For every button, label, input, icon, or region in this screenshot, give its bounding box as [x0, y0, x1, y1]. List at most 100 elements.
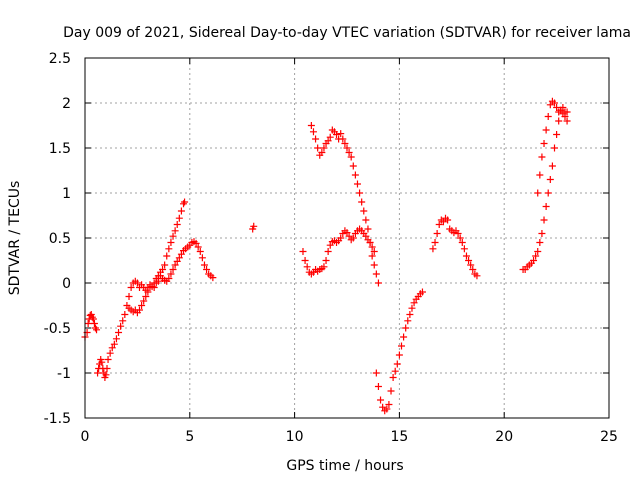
- data-point: [360, 207, 368, 215]
- data-point: [400, 333, 408, 341]
- data-point: [318, 149, 326, 156]
- data-point: [177, 207, 185, 215]
- data-point: [540, 216, 548, 224]
- data-point: [385, 401, 393, 408]
- data-point: [140, 297, 148, 305]
- data-point: [563, 108, 571, 116]
- grid-lines: [85, 58, 609, 418]
- data-point: [115, 329, 123, 336]
- data-point: [387, 387, 395, 395]
- data-point: [173, 221, 181, 228]
- data-point: [538, 153, 546, 161]
- data-point: [546, 176, 554, 183]
- data-point: [314, 144, 322, 152]
- data-point: [534, 248, 542, 255]
- data-point: [395, 351, 403, 359]
- data-points: [81, 97, 571, 415]
- data-point: [397, 342, 405, 350]
- y-tick-label: 0: [62, 276, 71, 292]
- data-point: [408, 304, 416, 312]
- data-point: [433, 230, 441, 237]
- data-point: [362, 216, 370, 224]
- data-point: [165, 245, 173, 253]
- data-point: [91, 324, 99, 332]
- data-point: [203, 266, 211, 273]
- data-point: [119, 317, 127, 325]
- y-tick-label: 0.5: [49, 231, 71, 247]
- x-tick-label: 15: [390, 429, 408, 445]
- data-point: [301, 257, 309, 264]
- data-point: [181, 198, 189, 206]
- data-point: [169, 232, 177, 240]
- data-point: [104, 356, 112, 363]
- data-point: [530, 257, 538, 264]
- data-point: [175, 254, 183, 262]
- data-point: [93, 326, 101, 334]
- data-point: [108, 344, 116, 352]
- data-point: [320, 144, 328, 152]
- data-point: [406, 311, 414, 318]
- data-point: [121, 311, 129, 318]
- y-tick-label: -0.5: [44, 321, 71, 337]
- data-point: [393, 360, 401, 368]
- data-point: [469, 266, 477, 273]
- x-tick-label: 20: [495, 429, 513, 445]
- data-point: [553, 131, 561, 138]
- y-tick-label: 2: [62, 96, 71, 112]
- data-point: [439, 218, 447, 226]
- data-point: [171, 227, 179, 235]
- data-point: [366, 239, 374, 246]
- y-tick-label: -1.5: [44, 411, 71, 427]
- x-tick-label: 5: [185, 429, 194, 445]
- data-point: [542, 126, 550, 134]
- data-point: [333, 131, 341, 138]
- data-point: [337, 130, 345, 138]
- data-point: [133, 279, 141, 287]
- data-point: [364, 225, 372, 233]
- data-point: [150, 279, 158, 287]
- data-point: [551, 144, 559, 152]
- data-point: [404, 317, 412, 325]
- data-point: [110, 340, 118, 348]
- data-point: [159, 266, 167, 273]
- axis-ticks: 0 5 10 15 20 25 2.5 2 1.5 1 0.5 0 -0.5 -1 -1.5: [44, 51, 618, 445]
- data-point: [410, 299, 418, 307]
- data-point: [341, 140, 349, 147]
- data-point: [544, 113, 552, 120]
- data-point: [465, 257, 473, 264]
- data-point: [542, 203, 550, 210]
- data-point: [320, 263, 328, 271]
- data-point: [163, 252, 171, 260]
- data-point: [90, 320, 98, 327]
- data-point: [343, 144, 351, 152]
- data-point: [370, 248, 378, 255]
- data-point: [326, 133, 334, 141]
- data-point: [345, 149, 353, 156]
- y-tick-label: 2.5: [49, 51, 71, 67]
- data-point: [103, 365, 111, 372]
- y-tick-label: 1.5: [49, 141, 71, 157]
- data-point: [374, 279, 382, 287]
- data-point: [106, 349, 114, 357]
- data-point: [551, 99, 559, 107]
- data-point: [429, 245, 437, 253]
- x-tick-label: 0: [81, 429, 90, 445]
- data-point: [135, 306, 143, 314]
- data-point: [544, 189, 552, 197]
- data-point: [98, 358, 106, 366]
- data-point: [200, 261, 208, 269]
- data-point: [553, 104, 561, 111]
- data-point: [167, 239, 175, 246]
- data-point: [555, 117, 563, 125]
- data-point: [192, 239, 200, 247]
- data-point: [347, 153, 355, 161]
- data-point: [343, 229, 351, 237]
- chart-title: Day 009 of 2021, Sidereal Day-to-day VTE…: [63, 25, 631, 41]
- data-point: [458, 239, 466, 246]
- data-point: [198, 254, 206, 262]
- data-point: [138, 302, 146, 309]
- data-point: [102, 371, 110, 379]
- data-point: [391, 367, 399, 375]
- data-point: [368, 252, 376, 260]
